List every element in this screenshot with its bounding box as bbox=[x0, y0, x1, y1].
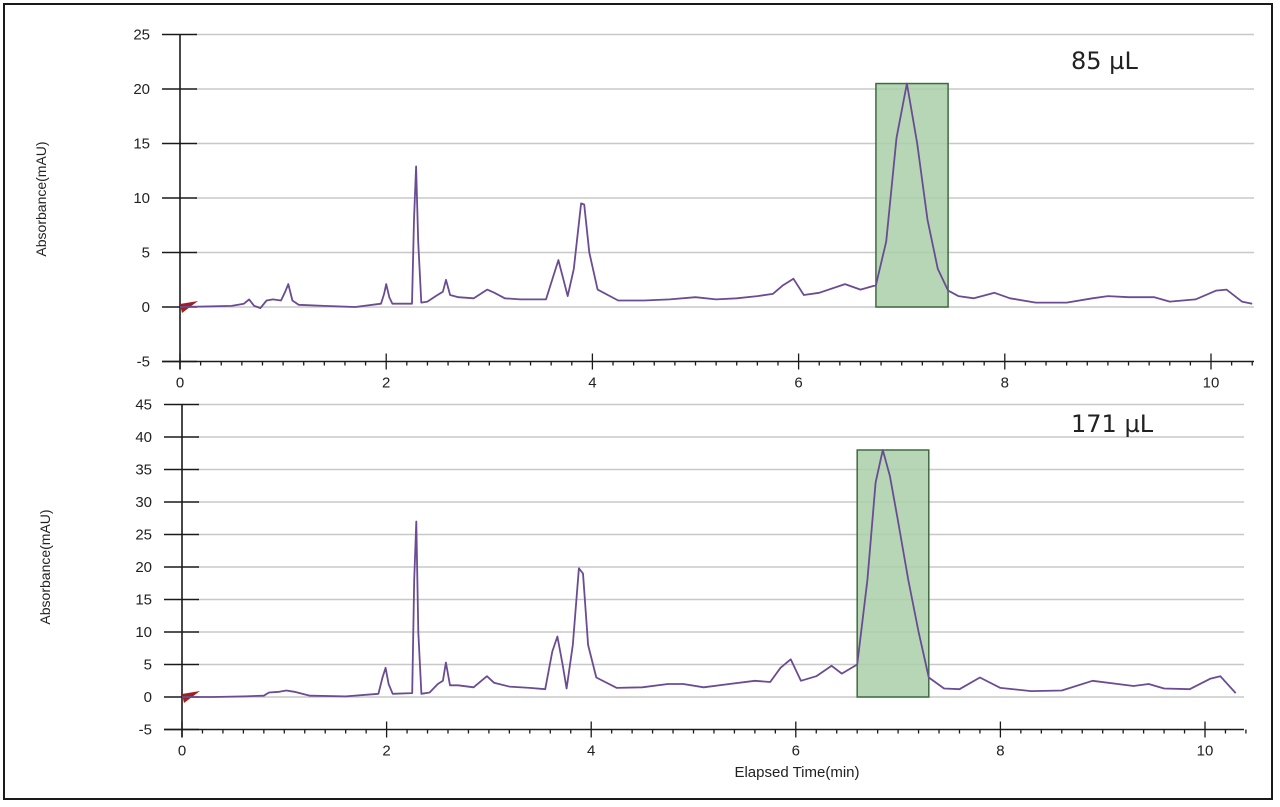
bottom-chart-171ul: -5 0 5 10 15 20 25 30 35 40 45 0 2 4 6 8 10 bbox=[135, 397, 1247, 760]
y-tick-label: 5 bbox=[144, 657, 152, 674]
y-tick-label: 30 bbox=[135, 494, 152, 511]
y-tick-label: 10 bbox=[135, 624, 152, 641]
y-tick-label: 20 bbox=[135, 559, 152, 576]
y-tick-label: -5 bbox=[139, 722, 152, 739]
y-tick-label: 0 bbox=[142, 299, 150, 316]
x-tick-label: 0 bbox=[176, 375, 184, 392]
x-tick-label: 4 bbox=[588, 375, 596, 392]
y-tick-label: 45 bbox=[135, 397, 152, 414]
x-tick-label: 6 bbox=[792, 743, 800, 760]
y-tick-label: 0 bbox=[144, 689, 152, 706]
y-tick-label: 10 bbox=[133, 190, 150, 207]
top-y-axis-label: Absorbance(mAU) bbox=[33, 141, 49, 256]
x-tick-label: 0 bbox=[178, 743, 186, 760]
chromatogram-trace bbox=[179, 82, 1253, 310]
y-tick-label: 15 bbox=[133, 136, 150, 153]
y-tick-label: 25 bbox=[135, 527, 152, 544]
y-tick-label: -5 bbox=[137, 354, 150, 371]
figure-frame bbox=[3, 3, 1273, 800]
y-tick-label: 20 bbox=[133, 81, 150, 98]
y-tick-label: 40 bbox=[135, 429, 152, 446]
x-axis-label: Elapsed Time(min) bbox=[734, 764, 859, 781]
x-tick-label: 6 bbox=[794, 375, 802, 392]
y-tick-label: 5 bbox=[142, 245, 150, 262]
x-tick-label: 2 bbox=[382, 375, 390, 392]
chromatogram-trace bbox=[182, 449, 1237, 698]
y-tick-label: 25 bbox=[133, 27, 150, 44]
top-chart-annotation: 85 µL bbox=[1071, 47, 1138, 75]
y-tick-label: 15 bbox=[135, 592, 152, 609]
y-tick-label: 35 bbox=[135, 462, 152, 479]
x-tick-label: 4 bbox=[587, 743, 595, 760]
x-tick-label: 2 bbox=[382, 743, 390, 760]
highlight-region bbox=[875, 82, 949, 308]
bottom-chart-annotation: 171 µL bbox=[1071, 410, 1154, 438]
x-tick-label: 10 bbox=[1197, 743, 1214, 760]
bottom-y-axis-label: Absorbance(mAU) bbox=[37, 509, 53, 624]
x-tick-label: 8 bbox=[1001, 375, 1009, 392]
top-chart-85ul: -5 0 5 10 15 20 25 0 2 4 6 8 10 bbox=[133, 27, 1254, 392]
x-tick-label: 10 bbox=[1203, 375, 1220, 392]
x-tick-label: 8 bbox=[996, 743, 1004, 760]
